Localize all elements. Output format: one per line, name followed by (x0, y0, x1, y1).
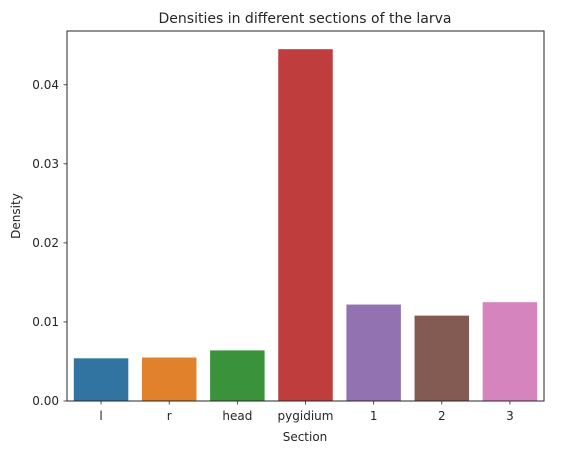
x-tick-label: r (167, 409, 172, 423)
y-tick-label: 0.00 (32, 394, 59, 408)
y-tick-label: 0.01 (32, 315, 59, 329)
bar-pygidium (278, 49, 333, 402)
bar-1 (346, 304, 401, 401)
x-tick-label: head (222, 409, 252, 423)
x-axis-label: Section (283, 430, 328, 444)
bars-group (73, 49, 538, 402)
chart-title: Densities in different sections of the l… (159, 11, 452, 27)
x-tick-label: pygidium (278, 409, 334, 423)
x-tick-label: 3 (506, 409, 514, 423)
x-axis-ticks: l r head pygidium 1 2 3 (99, 401, 514, 423)
y-tick-label: 0.04 (32, 78, 59, 92)
y-tick-label: 0.02 (32, 236, 59, 250)
bar-head (210, 350, 265, 401)
x-tick-label: 1 (370, 409, 378, 423)
bar-2 (414, 315, 470, 401)
plot-area-frame (66, 30, 545, 402)
bar-l (73, 358, 129, 401)
bar-3 (482, 302, 538, 401)
x-tick-label: 2 (438, 409, 446, 423)
bar-r (141, 357, 197, 401)
y-axis-label: Density (9, 193, 23, 239)
y-tick-label: 0.03 (32, 157, 59, 171)
y-axis-ticks: 0.00 0.01 0.02 0.03 0.04 (32, 78, 67, 408)
x-tick-label: l (99, 409, 102, 423)
